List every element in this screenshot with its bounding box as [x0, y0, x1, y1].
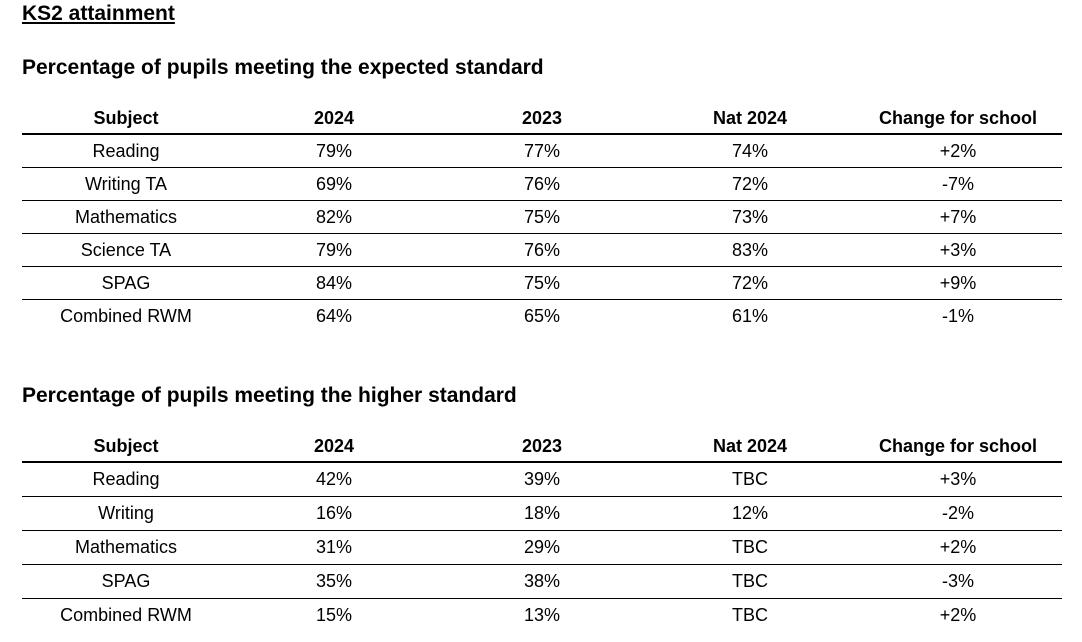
- value-cell: +2%: [854, 134, 1062, 168]
- table-row: Writing TA 69% 76% 72% -7%: [22, 167, 1062, 201]
- value-cell: TBC: [646, 462, 854, 497]
- value-cell: 75%: [438, 266, 646, 300]
- value-cell: 83%: [646, 233, 854, 267]
- value-cell: 39%: [438, 462, 646, 497]
- value-cell: 12%: [646, 496, 854, 531]
- table-row: Combined RWM 64% 65% 61% -1%: [22, 300, 1062, 333]
- subject-cell: Writing: [22, 496, 230, 531]
- expected-standard-title: Percentage of pupils meeting the expecte…: [22, 56, 544, 79]
- subject-cell: Reading: [22, 462, 230, 497]
- value-cell: 82%: [230, 200, 438, 234]
- value-cell: 77%: [438, 134, 646, 168]
- column-header: 2024: [230, 431, 438, 463]
- table-row: SPAG 84% 75% 72% +9%: [22, 266, 1062, 300]
- table-row: Mathematics 31% 29% TBC +2%: [22, 530, 1062, 565]
- value-cell: 72%: [646, 167, 854, 201]
- column-header: Nat 2024: [646, 103, 854, 135]
- value-cell: 75%: [438, 200, 646, 234]
- subject-cell: Writing TA: [22, 167, 230, 201]
- value-cell: 72%: [646, 266, 854, 300]
- table-row: SPAG 35% 38% TBC -3%: [22, 564, 1062, 599]
- value-cell: 29%: [438, 530, 646, 565]
- column-header: 2023: [438, 431, 646, 463]
- column-header: Subject: [22, 103, 230, 135]
- value-cell: 64%: [315, 305, 353, 326]
- value-cell: 15%: [315, 605, 353, 625]
- higher-standard-title: Percentage of pupils meeting the higher …: [22, 384, 517, 407]
- value-cell: 74%: [646, 134, 854, 168]
- value-cell: 31%: [230, 530, 438, 565]
- column-header: 2024: [230, 103, 438, 135]
- value-cell: TBC: [646, 530, 854, 565]
- column-header: Subject: [22, 431, 230, 463]
- value-cell: +2%: [854, 530, 1062, 565]
- column-header: Nat 2024: [646, 431, 854, 463]
- column-header: 2023: [438, 103, 646, 135]
- value-cell: +2%: [939, 605, 977, 625]
- column-header: Change for school: [854, 103, 1062, 135]
- value-cell: TBC: [646, 564, 854, 599]
- value-cell: +3%: [854, 462, 1062, 497]
- value-cell: 76%: [438, 167, 646, 201]
- value-cell: 84%: [230, 266, 438, 300]
- value-cell: 16%: [230, 496, 438, 531]
- subject-cell: Mathematics: [22, 530, 230, 565]
- subject-cell: Combined RWM: [60, 305, 192, 326]
- subject-cell: SPAG: [22, 564, 230, 599]
- table-header-row: Subject 2024 2023 Nat 2024 Change for school: [22, 103, 1062, 135]
- higher-standard-table: Subject 2024 2023 Nat 2024 Change for school…: [22, 431, 1062, 632]
- value-cell: +7%: [854, 200, 1062, 234]
- value-cell: 73%: [646, 200, 854, 234]
- subject-cell: Reading: [22, 134, 230, 168]
- table-row: Science TA 79% 76% 83% +3%: [22, 233, 1062, 267]
- value-cell: 42%: [230, 462, 438, 497]
- value-cell: 38%: [438, 564, 646, 599]
- table-row: Writing 16% 18% 12% -2%: [22, 496, 1062, 531]
- value-cell: 69%: [230, 167, 438, 201]
- column-header: Change for school: [854, 431, 1062, 463]
- table-row: Combined RWM 15% 13% TBC +2%: [22, 599, 1062, 633]
- table-row: Reading 79% 77% 74% +2%: [22, 134, 1062, 168]
- value-cell: 79%: [230, 233, 438, 267]
- value-cell: -2%: [854, 496, 1062, 531]
- value-cell: 65%: [523, 305, 561, 326]
- value-cell: -1%: [941, 305, 974, 326]
- value-cell: 18%: [438, 496, 646, 531]
- page-title: KS2 attainment: [22, 2, 175, 25]
- value-cell: TBC: [732, 605, 768, 625]
- subject-cell: Combined RWM: [60, 605, 192, 625]
- table-row: Reading 42% 39% TBC +3%: [22, 462, 1062, 497]
- value-cell: +3%: [854, 233, 1062, 267]
- value-cell: -7%: [854, 167, 1062, 201]
- subject-cell: SPAG: [22, 266, 230, 300]
- value-cell: 61%: [731, 305, 769, 326]
- value-cell: +9%: [854, 266, 1062, 300]
- value-cell: 13%: [523, 605, 561, 625]
- subject-cell: Science TA: [22, 233, 230, 267]
- value-cell: 76%: [438, 233, 646, 267]
- table-header-row: Subject 2024 2023 Nat 2024 Change for school: [22, 431, 1062, 463]
- expected-standard-table: Subject 2024 2023 Nat 2024 Change for school…: [22, 103, 1062, 332]
- subject-cell: Mathematics: [22, 200, 230, 234]
- table-row: Mathematics 82% 75% 73% +7%: [22, 200, 1062, 234]
- value-cell: -3%: [854, 564, 1062, 599]
- value-cell: 35%: [230, 564, 438, 599]
- value-cell: 79%: [230, 134, 438, 168]
